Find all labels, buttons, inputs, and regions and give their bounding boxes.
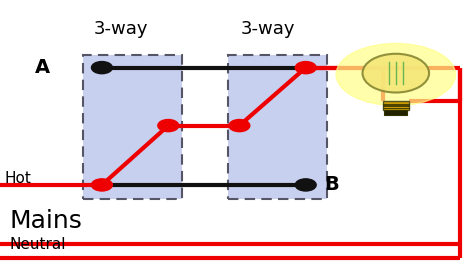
FancyBboxPatch shape (83, 55, 182, 199)
FancyBboxPatch shape (228, 55, 327, 199)
Circle shape (295, 179, 316, 191)
Circle shape (295, 62, 316, 74)
Text: Mains: Mains (9, 209, 82, 233)
Text: Neutral: Neutral (9, 237, 66, 252)
Circle shape (91, 179, 112, 191)
Text: Hot: Hot (5, 171, 32, 185)
Text: 3-way: 3-way (241, 20, 295, 38)
FancyBboxPatch shape (384, 110, 407, 115)
Circle shape (158, 120, 179, 132)
FancyBboxPatch shape (383, 101, 409, 110)
Text: B: B (325, 176, 339, 194)
Text: A: A (35, 58, 50, 77)
Circle shape (229, 120, 250, 132)
Circle shape (91, 62, 112, 74)
Circle shape (363, 54, 429, 92)
Ellipse shape (336, 44, 456, 105)
Text: 3-way: 3-way (94, 20, 148, 38)
